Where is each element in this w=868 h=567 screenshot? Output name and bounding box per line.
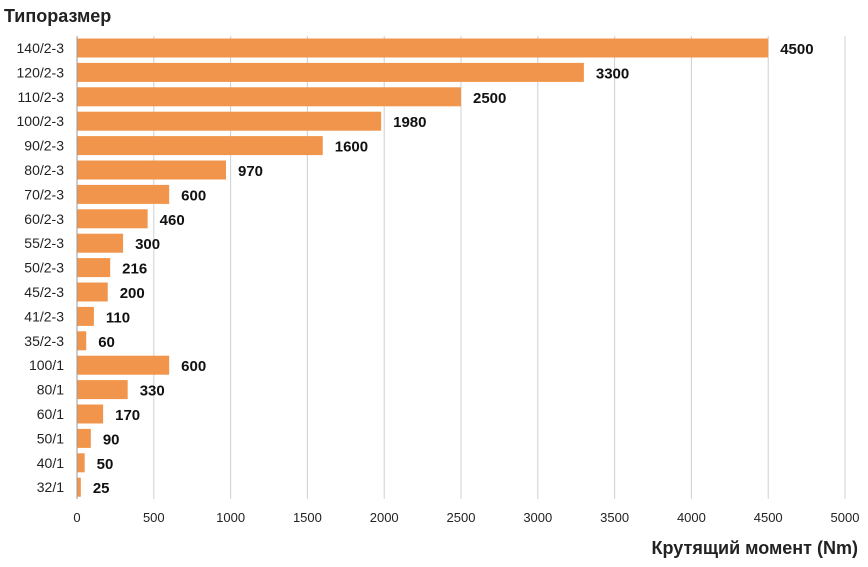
bar (77, 209, 148, 229)
category-label: 45/2-3 (24, 284, 64, 300)
x-tick-label: 0 (73, 510, 80, 525)
category-label: 60/1 (37, 406, 64, 422)
bar (77, 428, 91, 448)
category-label: 50/2-3 (24, 260, 64, 276)
value-label: 3300 (596, 65, 629, 82)
bar (77, 331, 87, 351)
bar (77, 233, 124, 253)
bars (77, 38, 769, 497)
bar (77, 258, 111, 278)
bar (77, 87, 461, 107)
bar (77, 306, 94, 326)
value-label: 330 (140, 383, 165, 400)
category-label: 50/1 (37, 430, 64, 446)
x-tick-label: 2500 (447, 510, 476, 525)
bar (77, 184, 170, 204)
value-label: 110 (106, 309, 130, 326)
x-axis-ticks: 0 500 1000 1500 2000 2500 3000 3500 4000 4500 5000 (73, 510, 859, 525)
bar (77, 136, 323, 156)
bar (77, 355, 170, 375)
category-label: 70/2-3 (24, 186, 64, 202)
value-label: 4500 (780, 41, 813, 58)
value-label: 50 (97, 456, 114, 473)
value-label: 200 (120, 285, 145, 302)
category-label: 32/1 (37, 479, 64, 495)
x-tick-label: 3000 (523, 510, 552, 525)
category-label: 40/1 (37, 455, 64, 471)
value-label: 1600 (335, 139, 368, 156)
bar (77, 62, 584, 82)
value-label: 600 (181, 187, 206, 204)
chart-title: Типоразмер (4, 6, 111, 26)
category-label: 80/1 (37, 382, 64, 398)
bar (77, 38, 769, 58)
bar (77, 404, 104, 424)
value-label: 1980 (393, 114, 426, 131)
bar (77, 477, 81, 497)
category-label: 100/1 (29, 357, 64, 373)
value-label: 90 (103, 431, 120, 448)
value-label: 25 (93, 480, 110, 497)
category-label: 41/2-3 (24, 308, 64, 324)
value-label: 600 (181, 358, 206, 375)
x-tick-label: 3500 (600, 510, 629, 525)
value-label: 216 (122, 261, 147, 278)
value-label: 300 (135, 236, 160, 253)
category-label: 100/2-3 (17, 113, 65, 129)
x-tick-label: 1000 (216, 510, 245, 525)
value-label: 970 (238, 163, 263, 180)
bar (77, 453, 85, 473)
value-label: 60 (98, 334, 115, 351)
category-label: 55/2-3 (24, 235, 64, 251)
value-label: 170 (115, 407, 140, 424)
x-tick-label: 500 (143, 510, 165, 525)
bar (77, 380, 128, 400)
category-label: 120/2-3 (17, 64, 65, 80)
x-tick-label: 5000 (831, 510, 860, 525)
value-label: 460 (160, 212, 185, 229)
x-axis-label: Крутящий момент (Nm) (652, 538, 858, 558)
bar (77, 111, 382, 131)
x-tick-label: 1500 (293, 510, 322, 525)
x-tick-label: 4000 (677, 510, 706, 525)
category-labels: 140/2-3 120/2-3 110/2-3 100/2-3 90/2-3 80/2-3… (17, 40, 65, 495)
x-tick-label: 2000 (370, 510, 399, 525)
category-label: 110/2-3 (18, 89, 65, 105)
value-label: 2500 (473, 90, 506, 107)
bar (77, 282, 108, 302)
category-label: 140/2-3 (17, 40, 65, 56)
category-label: 80/2-3 (24, 162, 64, 178)
x-tick-label: 4500 (754, 510, 783, 525)
category-label: 35/2-3 (24, 333, 64, 349)
category-label: 90/2-3 (24, 138, 64, 154)
category-label: 60/2-3 (24, 211, 64, 227)
bar (77, 160, 226, 180)
